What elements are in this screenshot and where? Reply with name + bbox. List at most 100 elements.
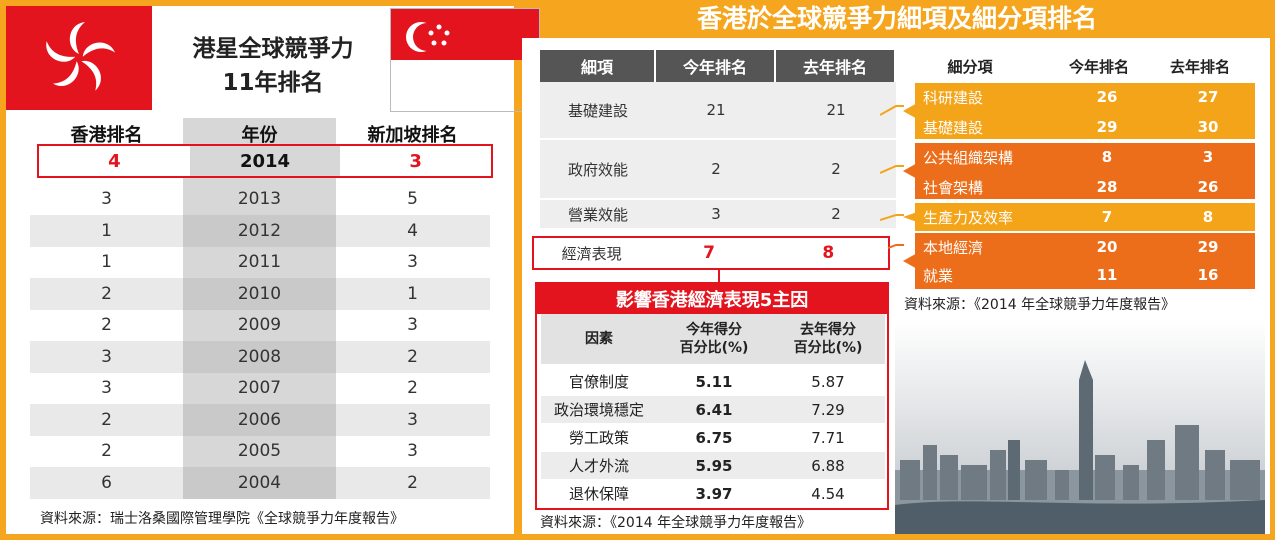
sub-cell-last: 29	[1197, 238, 1219, 256]
factor-cell-last: 5.87	[811, 372, 845, 391]
ranking-cell-year: 2013	[183, 183, 336, 215]
sub-cell-now: 8	[1101, 148, 1113, 166]
ranking-cell-sg: 3	[407, 315, 418, 336]
sub-header-last: 去年排名	[1169, 57, 1230, 76]
ranking-cell-sg: 3	[407, 441, 418, 462]
ranking-row: 3 2013 5	[30, 183, 490, 215]
sub-cell-now: 11	[1096, 266, 1118, 284]
ranking-row: 1 2011 3	[30, 246, 490, 278]
factors-source-note: 資料來源：《2014 年全球競爭力年度報告》	[540, 515, 812, 531]
sub-cell-now: 28	[1096, 178, 1118, 196]
main-row: 營業效能 3 2	[540, 200, 896, 230]
factor-cell-name: 人才外流	[568, 457, 629, 475]
sub-cell-now: 7	[1101, 208, 1113, 226]
header-sg-rank: 新加坡排名	[367, 124, 458, 146]
sub-row: 生產力及效率 7 8	[903, 203, 1255, 231]
main-highlight-row: 經濟表現 7 8	[532, 236, 890, 270]
ranking-cell-year: 2010	[183, 278, 336, 310]
main-row: 政府效能 2 2	[540, 140, 896, 200]
sub-row: 科研建設 26 27	[903, 83, 1255, 111]
highlight-year: 2014	[189, 146, 341, 176]
factor-cell-name: 勞工政策	[568, 429, 629, 447]
ranking-cell-year: 2011	[183, 246, 336, 278]
hong-kong-flag-icon	[6, 6, 152, 110]
main-header-last: 去年排名	[776, 50, 896, 82]
ranking-cell-sg: 5	[407, 189, 418, 210]
factors-header-now: 今年得分 百分比(%)	[679, 322, 749, 356]
sub-group-business	[903, 203, 1255, 231]
ranking-row: 6 2004 2	[30, 467, 490, 499]
ranking-cell-hk: 6	[101, 472, 112, 493]
ranking-cell-year: 2004	[183, 467, 336, 499]
factors-header-factor: 因素	[585, 331, 613, 347]
ranking-cell-year: 2009	[183, 309, 336, 341]
singapore-flag-icon	[390, 8, 540, 112]
sub-cell-name: 生產力及效率	[923, 208, 1014, 227]
factor-row: 退休保障 3.97 4.54	[541, 480, 885, 507]
main-header-item: 細項	[540, 50, 656, 82]
left-title-line1: 港星全球競爭力	[192, 36, 354, 62]
sub-cell-now: 20	[1096, 238, 1118, 256]
factor-cell-now: 3.97	[695, 484, 733, 503]
header-hk-rank: 香港排名	[70, 124, 143, 146]
ranking-cell-hk: 1	[101, 252, 112, 273]
main-highlight-last: 8	[822, 243, 835, 263]
factors-header-last: 去年得分 百分比(%)	[793, 322, 863, 356]
factor-cell-name: 退休保障	[568, 485, 629, 503]
ranking-row: 2 2005 3	[30, 435, 490, 467]
main-row: 基礎建設 21 21	[540, 82, 896, 140]
ranking-row: 1 2012 4	[30, 215, 490, 247]
factor-cell-last: 4.54	[811, 484, 845, 503]
main-highlight-now: 7	[703, 243, 715, 263]
sub-row: 公共組織架構 8 3	[903, 143, 1255, 171]
left-title-line2: 11年排名	[222, 70, 324, 96]
sub-cell-name: 基礎建設	[923, 118, 984, 137]
sub-header-now: 今年排名	[1068, 57, 1129, 76]
factors-header: 因素 今年得分 百分比(%) 去年得分 百分比(%)	[541, 314, 885, 364]
factor-cell-now: 5.11	[695, 372, 733, 391]
ranking-cell-hk: 3	[101, 189, 112, 210]
factor-cell-name: 官僚制度	[568, 373, 629, 391]
ranking-rows: 3 2013 5 1 2012 4 1 2011 3 2 2010 1 2 2009 3 3 2008 2 3 200…	[30, 183, 490, 499]
city-skyline-image	[895, 320, 1265, 534]
main-items-table: 細項 今年排名 去年排名 基礎建設 21 21 政府效能 2 2 營業效能 3 2	[540, 50, 896, 230]
ranking-cell-year: 2007	[183, 372, 336, 404]
ranking-cell-sg: 3	[407, 409, 418, 430]
sub-cell-last: 27	[1197, 88, 1219, 106]
ranking-row: 2 2010 1	[30, 278, 490, 310]
ranking-cell-hk: 2	[101, 441, 112, 462]
sub-header-item: 細分項	[947, 57, 993, 76]
factor-row: 人才外流 5.95 6.88	[541, 452, 885, 479]
sub-cell-last: 8	[1202, 208, 1214, 226]
ranking-cell-hk: 1	[101, 220, 112, 241]
sub-group-government	[903, 143, 1255, 199]
factor-cell-name: 政治環境穩定	[553, 401, 644, 419]
factor-cell-now: 5.95	[695, 456, 733, 475]
ranking-cell-sg: 2	[407, 378, 418, 399]
sub-cell-last: 3	[1202, 148, 1214, 166]
main-header-now: 今年排名	[656, 50, 776, 82]
sub-group-infrastructure	[903, 83, 1255, 139]
ranking-cell-sg: 2	[407, 472, 418, 493]
main-items-header: 細項 今年排名 去年排名	[540, 50, 896, 82]
ranking-cell-hk: 2	[101, 315, 112, 336]
sub-row: 基礎建設 29 30	[903, 113, 1255, 141]
factor-row: 官僚制度 5.11 5.87	[541, 368, 885, 395]
factor-cell-last: 6.88	[811, 456, 845, 475]
ranking-cell-sg: 4	[407, 220, 418, 241]
sub-cell-now: 29	[1096, 118, 1118, 136]
factor-cell-now: 6.41	[695, 400, 733, 419]
highlight-row-2014: 4 2014 3	[37, 144, 493, 178]
ranking-row: 2 2006 3	[30, 404, 490, 436]
ranking-cell-sg: 2	[407, 346, 418, 367]
factors-title: 影響香港經濟表現5主因	[537, 284, 887, 314]
factor-row: 政治環境穩定 6.41 7.29	[541, 396, 885, 423]
ranking-cell-hk: 3	[101, 378, 112, 399]
sub-cell-last: 16	[1197, 266, 1219, 284]
sub-group-economy	[903, 233, 1255, 289]
sub-cell-name: 公共組織架構	[923, 148, 1014, 167]
connector-lines	[880, 105, 904, 249]
ranking-row: 3 2008 2	[30, 341, 490, 373]
sub-cell-now: 26	[1096, 88, 1118, 106]
factors-box: 影響香港經濟表現5主因 因素 今年得分 百分比(%) 去年得分 百分比(%) 官僚制…	[535, 282, 889, 510]
